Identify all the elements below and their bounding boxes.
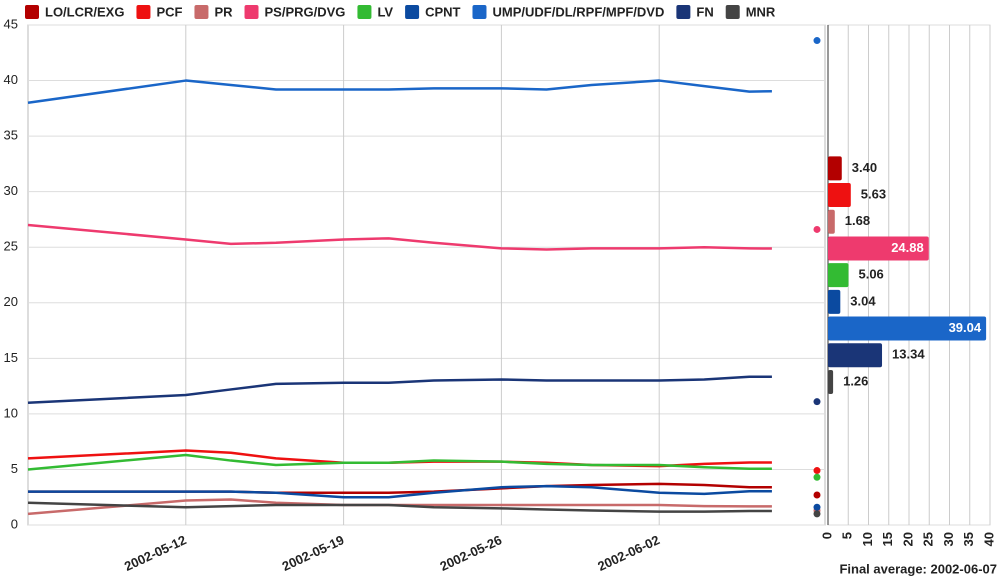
legend-swatch xyxy=(725,5,740,19)
x-tick-label: 2002-05-26 xyxy=(438,532,505,574)
value-label: 3.04 xyxy=(850,293,876,308)
legend-label: PR xyxy=(214,4,233,19)
legend-swatch xyxy=(136,5,151,19)
series-line xyxy=(28,484,772,499)
y-tick-label: 30 xyxy=(4,183,18,198)
result-dot xyxy=(813,503,821,511)
result-dot xyxy=(813,37,821,45)
legend-label: CPNT xyxy=(425,4,460,19)
y-tick-label: 40 xyxy=(4,72,18,87)
value-label: 13.34 xyxy=(892,347,925,362)
series-line xyxy=(27,223,772,251)
result-dot xyxy=(813,510,821,518)
bar xyxy=(828,316,987,341)
x-tick-label: 35 xyxy=(961,532,976,546)
bar xyxy=(828,369,834,394)
value-label: 3.40 xyxy=(852,160,877,175)
series-line xyxy=(27,453,772,471)
value-label: 39.04 xyxy=(949,320,982,335)
x-tick-label: 15 xyxy=(880,532,895,546)
bar xyxy=(828,343,883,368)
x-axis-label: Final average: 2002-06-07 xyxy=(839,561,997,576)
result-dot xyxy=(813,491,821,499)
legend-label: PS/PRG/DVG xyxy=(265,4,346,19)
value-label: 1.26 xyxy=(843,373,868,388)
x-tick-label: 25 xyxy=(921,532,936,546)
legend-swatch xyxy=(357,5,372,19)
legend-label: MNR xyxy=(746,4,776,19)
value-label: 5.63 xyxy=(861,186,886,201)
bar xyxy=(828,236,929,261)
result-dot xyxy=(813,398,821,406)
bar xyxy=(828,183,851,208)
legend-swatch xyxy=(676,5,691,19)
x-tick-label: 0 xyxy=(819,532,834,539)
value-label: 1.68 xyxy=(845,213,870,228)
legend-label: UMP/UDF/DL/RPF/MPF/DVD xyxy=(492,4,664,19)
legend-swatch xyxy=(244,5,259,19)
x-tick-label: 30 xyxy=(941,532,956,546)
legend-swatch xyxy=(194,5,209,19)
bar xyxy=(828,263,849,288)
series-line xyxy=(27,501,772,513)
result-dot xyxy=(813,473,821,481)
y-tick-label: 20 xyxy=(4,294,18,309)
x-tick-label: 10 xyxy=(860,532,875,546)
x-tick-label: 40 xyxy=(981,532,996,546)
legend-label: LV xyxy=(377,4,393,19)
y-tick-label: 25 xyxy=(4,239,18,254)
legend-label: LO/LCR/EXG xyxy=(45,4,124,19)
bar xyxy=(828,209,835,234)
bar xyxy=(828,289,841,314)
y-tick-label: 5 xyxy=(11,461,18,476)
legend-swatch xyxy=(472,5,487,19)
x-tick-label: 2002-05-19 xyxy=(280,532,347,574)
bar xyxy=(828,156,842,181)
legend-label: FN xyxy=(696,4,713,19)
legend-swatch xyxy=(25,5,39,19)
series-line xyxy=(27,375,772,405)
y-tick-label: 45 xyxy=(4,16,18,31)
series-line xyxy=(27,498,772,516)
x-tick-label: 5 xyxy=(840,532,855,539)
y-tick-label: 35 xyxy=(4,128,18,143)
x-tick-label: 2002-06-02 xyxy=(595,532,662,574)
y-tick-label: 15 xyxy=(4,350,18,365)
legend-label: PCF xyxy=(156,4,182,19)
value-label: 24.88 xyxy=(891,240,924,255)
y-tick-label: 10 xyxy=(4,405,18,420)
series-line xyxy=(27,79,772,105)
x-tick-label: 20 xyxy=(900,532,915,546)
legend-swatch xyxy=(405,5,420,19)
x-tick-label: 2002-05-12 xyxy=(122,532,189,574)
result-dot xyxy=(813,467,821,475)
value-label: 5.06 xyxy=(858,267,883,282)
y-tick-label: 0 xyxy=(11,516,18,531)
plot-frame xyxy=(27,24,826,526)
result-dot xyxy=(813,225,821,233)
